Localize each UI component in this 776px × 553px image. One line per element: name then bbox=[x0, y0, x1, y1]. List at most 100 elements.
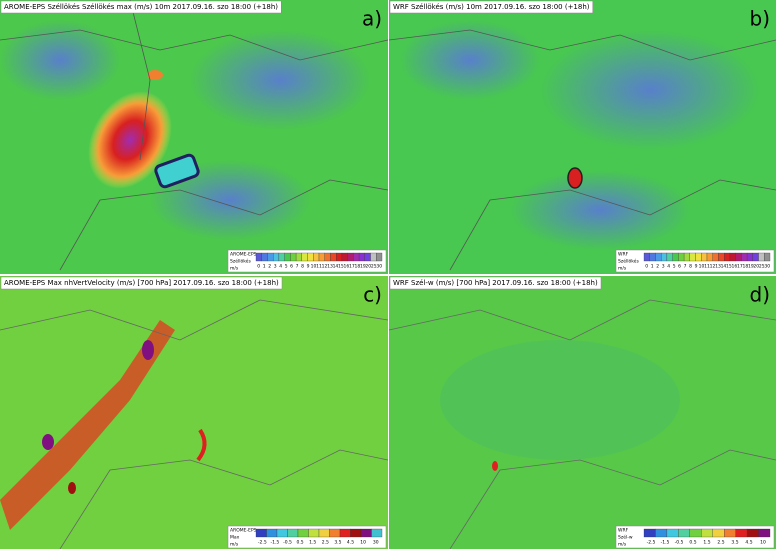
legend-swatch bbox=[683, 252, 690, 262]
legend-swatch bbox=[758, 528, 771, 538]
legend-model: AROME-EPS bbox=[230, 252, 257, 258]
map-b bbox=[388, 0, 776, 274]
legend-tick: -2.5 bbox=[647, 540, 656, 546]
legend-swatch bbox=[290, 252, 297, 262]
map-d bbox=[388, 276, 776, 550]
legend-tick: 6 bbox=[678, 264, 681, 270]
legend-swatch bbox=[360, 528, 372, 538]
legend-tick: 1.5 bbox=[309, 540, 316, 546]
legend-model: WRF bbox=[618, 252, 629, 258]
legend-tick: 2 bbox=[656, 264, 659, 270]
legend-tick: 8 bbox=[301, 264, 304, 270]
legend-swatch bbox=[689, 252, 696, 262]
legend-unit: m/s bbox=[230, 542, 239, 548]
legend-tick: 3.5 bbox=[334, 540, 341, 546]
legend-tick: 12 bbox=[710, 264, 716, 270]
legend-tick: 15 bbox=[726, 264, 732, 270]
legend-tick: 0 bbox=[645, 264, 648, 270]
legend-swatch bbox=[324, 252, 331, 262]
legend-tick: 25 bbox=[759, 264, 765, 270]
legend-swatch bbox=[672, 252, 679, 262]
legend-tick: 20 bbox=[365, 264, 371, 270]
legend-tick: 10 bbox=[760, 540, 766, 546]
legend-tick: 2.5 bbox=[322, 540, 329, 546]
legend-swatch bbox=[276, 528, 288, 538]
legend-tick: 16 bbox=[732, 264, 738, 270]
legend-swatch bbox=[752, 252, 759, 262]
legend-swatch bbox=[371, 528, 383, 538]
legend-swatch bbox=[701, 252, 708, 262]
legend-swatch bbox=[649, 252, 656, 262]
legend-tick: 18 bbox=[742, 264, 748, 270]
panel: AROME-EPS Max nhVertVelocity (m/s) [700 … bbox=[0, 276, 387, 549]
panel: AROME-EPS Széllökés Széllökés max (m/s) … bbox=[0, 0, 387, 273]
legend-tick: 1.5 bbox=[703, 540, 710, 546]
legend-swatch bbox=[318, 528, 330, 538]
panel-letter: b) bbox=[750, 7, 771, 31]
legend-swatch bbox=[735, 252, 742, 262]
legend-tick: 7 bbox=[296, 264, 299, 270]
legend-tick: 30 bbox=[764, 264, 770, 270]
legend-tick: -1.5 bbox=[271, 540, 280, 546]
legend-swatch bbox=[746, 252, 753, 262]
legend-tick: 4.5 bbox=[745, 540, 752, 546]
legend-tick: 30 bbox=[376, 264, 382, 270]
legend-swatch bbox=[746, 528, 759, 538]
legend-tick: 2 bbox=[268, 264, 271, 270]
legend-tick: 9 bbox=[695, 264, 698, 270]
legend-tick: -0.5 bbox=[675, 540, 684, 546]
legend-swatch bbox=[729, 252, 736, 262]
legend-swatch bbox=[255, 252, 262, 262]
legend-swatch bbox=[695, 252, 702, 262]
map-c bbox=[0, 276, 389, 550]
legend-swatch bbox=[661, 252, 668, 262]
legend-swatch bbox=[764, 252, 771, 262]
legend-swatch bbox=[287, 528, 299, 538]
legend-tick: 12 bbox=[322, 264, 328, 270]
legend-tick: 14 bbox=[721, 264, 727, 270]
legend-swatch bbox=[706, 252, 713, 262]
legend-swatch bbox=[701, 528, 713, 538]
legend-model: WRF bbox=[618, 528, 629, 534]
legend-variable: Széllökés bbox=[618, 258, 639, 265]
legend-tick: 4 bbox=[279, 264, 282, 270]
legend-tick: 1 bbox=[651, 264, 654, 270]
legend-swatch bbox=[347, 252, 354, 262]
title-box bbox=[0, 0, 282, 14]
legend-swatch bbox=[678, 528, 690, 538]
legend-swatch bbox=[266, 528, 278, 538]
legend-swatch bbox=[376, 252, 383, 262]
legend-tick: 30 bbox=[373, 540, 379, 546]
legend-swatch bbox=[330, 252, 337, 262]
legend-tick: -2.5 bbox=[258, 540, 267, 546]
legend-tick: 4.5 bbox=[347, 540, 354, 546]
legend-tick: 19 bbox=[748, 264, 754, 270]
legend-tick: 3 bbox=[662, 264, 665, 270]
legend-tick: 9 bbox=[307, 264, 310, 270]
legend-tick: 13 bbox=[715, 264, 721, 270]
panel: WRF Széllökés (m/s) 10m 2017.09.16. szo … bbox=[389, 0, 775, 273]
legend-tick: 18 bbox=[354, 264, 360, 270]
legend-swatch bbox=[655, 528, 668, 538]
legend-swatch bbox=[255, 528, 267, 538]
legend-tick: 11 bbox=[704, 264, 710, 270]
panel-letter: a) bbox=[362, 7, 382, 31]
legend-swatch bbox=[712, 252, 719, 262]
legend-swatch bbox=[643, 252, 650, 262]
legend-tick: 15 bbox=[338, 264, 344, 270]
legend-swatch bbox=[643, 528, 656, 538]
legend-unit: m/s bbox=[618, 542, 627, 548]
legend-swatch bbox=[712, 528, 725, 538]
legend-swatch bbox=[307, 252, 314, 262]
panel-letter: d) bbox=[750, 283, 771, 307]
legend-swatch bbox=[339, 528, 351, 538]
legend-swatch bbox=[666, 252, 673, 262]
legend-tick: 0.5 bbox=[689, 540, 696, 546]
panel: WRF Szél-w (m/s) [700 hPa] 2017.09.16. s… bbox=[389, 276, 775, 549]
legend-tick: 11 bbox=[316, 264, 322, 270]
legend-swatch bbox=[678, 252, 685, 262]
legend-tick: 19 bbox=[360, 264, 366, 270]
legend-swatch bbox=[273, 252, 280, 262]
legend-tick: 10 bbox=[360, 540, 366, 546]
